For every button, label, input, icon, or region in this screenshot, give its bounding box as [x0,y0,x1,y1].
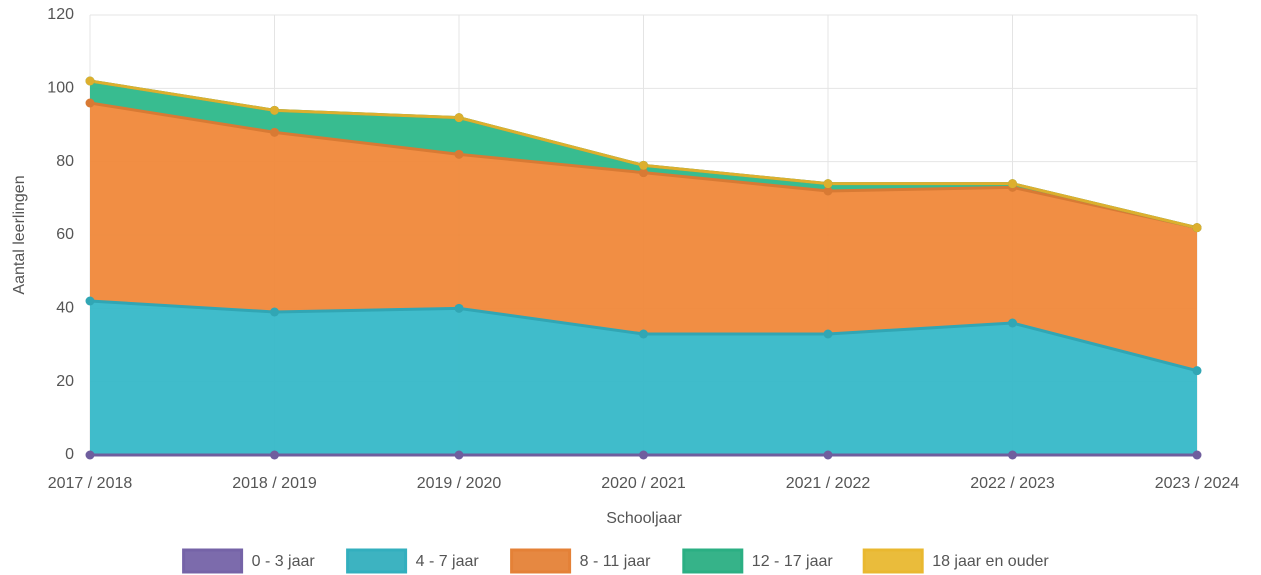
x-axis-title: Schooljaar [606,510,682,527]
data-point [1008,450,1017,460]
data-point [639,329,648,339]
legend-swatch [682,548,744,574]
area-fill [90,81,1197,228]
data-point [270,105,279,115]
x-tick-label: 2020 / 2021 [601,475,686,492]
x-tick-label: 2021 / 2022 [786,475,871,492]
data-point [823,329,833,339]
data-point [823,186,833,196]
y-tick-label: 20 [56,373,74,390]
data-point [85,98,95,108]
y-tick-label: 0 [65,446,74,463]
data-point [823,450,833,460]
legend-swatch [862,548,924,574]
legend-swatch [182,548,244,574]
legend-swatch [346,548,408,574]
x-tick-label: 2018 / 2019 [232,475,317,492]
y-tick-label: 60 [56,226,74,243]
x-tick-label: 2017 / 2018 [48,475,133,492]
data-point [454,450,464,460]
data-point [1192,366,1202,376]
legend-label: 18 jaar en ouder [932,553,1049,570]
legend-swatch [510,548,572,574]
y-axis-title: Aantal leerlingen [11,175,28,294]
data-point [1192,450,1202,460]
data-point [270,127,279,137]
data-point [454,303,464,313]
data-point [823,179,833,189]
data-point [85,76,95,86]
area-fill [90,301,1197,455]
data-point [639,160,648,170]
x-tick-label: 2019 / 2020 [417,475,502,492]
legend-label: 0 - 3 jaar [252,553,316,570]
data-point [639,450,648,460]
x-tick-label: 2022 / 2023 [970,475,1055,492]
data-point [270,307,279,317]
data-point [270,450,279,460]
data-point [454,113,464,123]
data-point [85,450,95,460]
legend-label: 4 - 7 jaar [416,553,480,570]
y-tick-label: 80 [56,153,74,170]
data-point [1008,318,1017,328]
y-tick-label: 40 [56,300,74,317]
legend-label: 8 - 11 jaar [580,553,652,570]
x-tick-label: 2023 / 2024 [1155,475,1240,492]
y-tick-label: 100 [47,80,74,97]
data-point [454,149,464,159]
data-point [639,168,648,178]
y-tick-label: 120 [47,6,74,23]
area-fill [90,103,1197,371]
data-point [1008,179,1017,189]
legend-label: 12 - 17 jaar [752,553,834,570]
data-point [85,296,95,306]
data-point [1192,223,1202,233]
